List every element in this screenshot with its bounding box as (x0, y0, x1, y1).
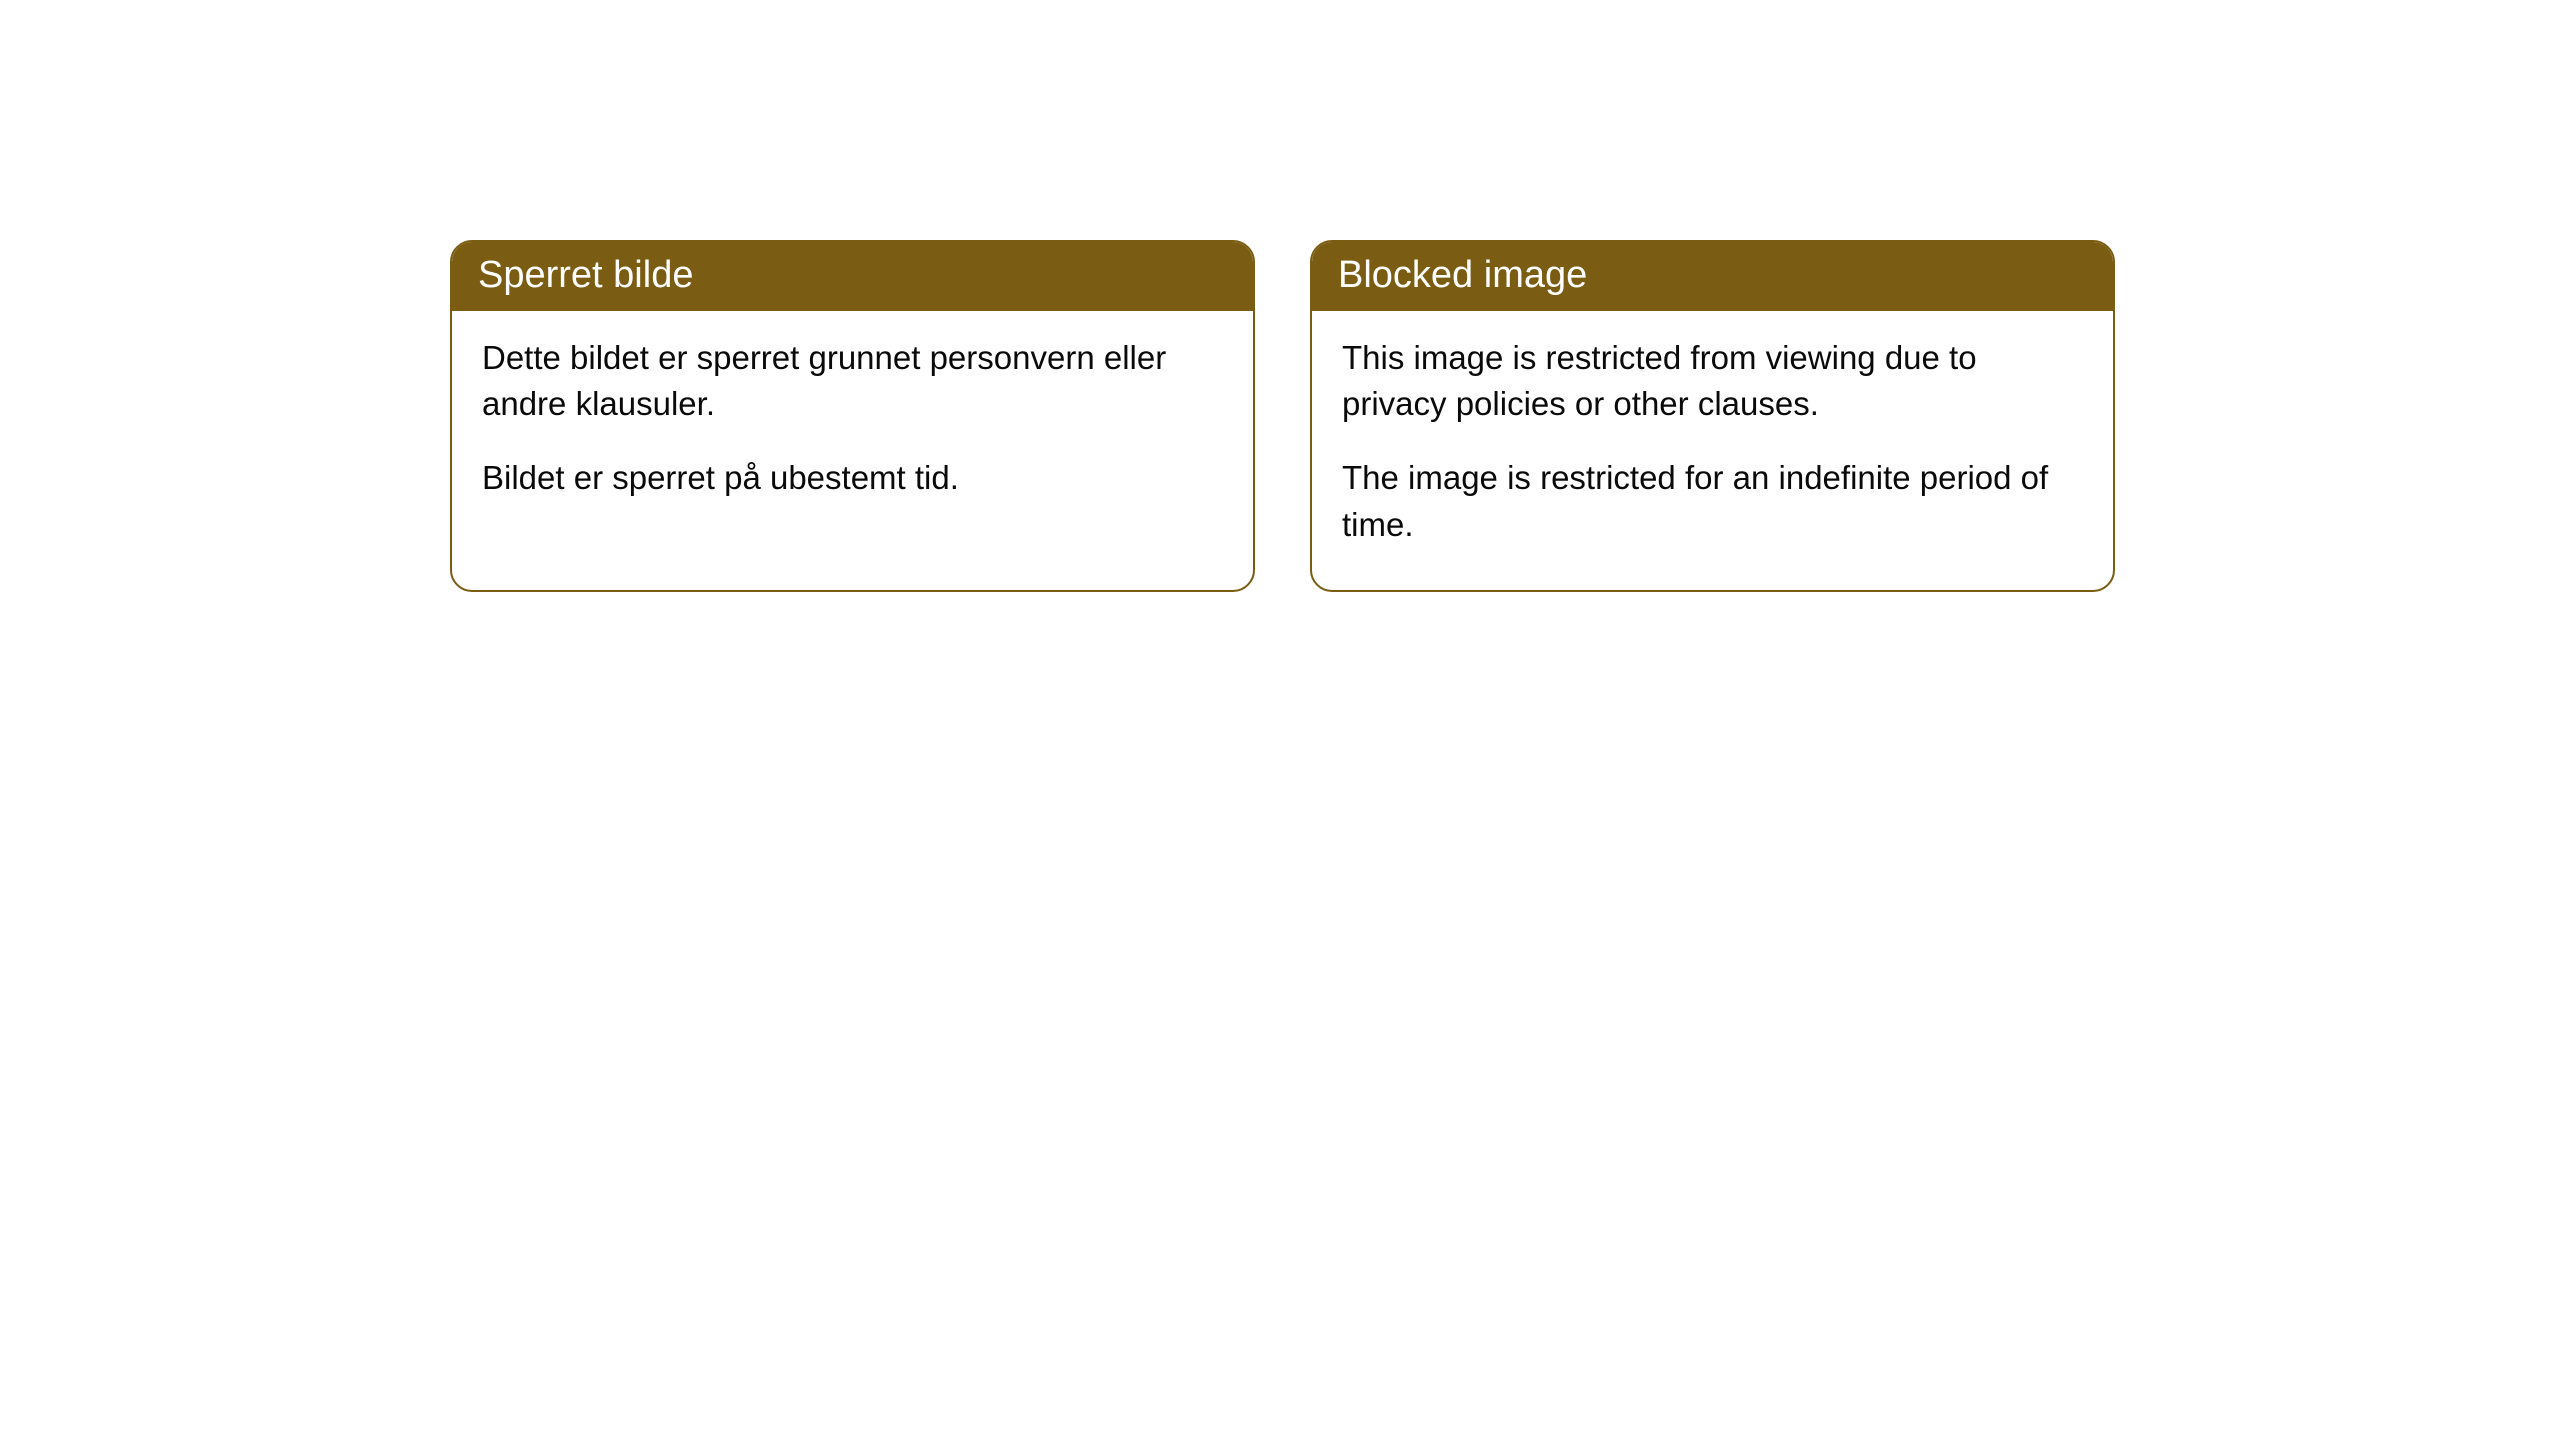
card-header-en: Blocked image (1312, 242, 2113, 311)
card-header-no: Sperret bilde (452, 242, 1253, 311)
blocked-image-card-en: Blocked image This image is restricted f… (1310, 240, 2115, 592)
blocked-image-card-no: Sperret bilde Dette bildet er sperret gr… (450, 240, 1255, 592)
cards-container: Sperret bilde Dette bildet er sperret gr… (0, 0, 2560, 592)
card-paragraph-1-no: Dette bildet er sperret grunnet personve… (482, 335, 1223, 427)
card-paragraph-2-en: The image is restricted for an indefinit… (1342, 455, 2083, 547)
card-paragraph-1-en: This image is restricted from viewing du… (1342, 335, 2083, 427)
card-paragraph-2-no: Bildet er sperret på ubestemt tid. (482, 455, 1223, 501)
card-body-en: This image is restricted from viewing du… (1312, 311, 2113, 590)
card-body-no: Dette bildet er sperret grunnet personve… (452, 311, 1253, 544)
